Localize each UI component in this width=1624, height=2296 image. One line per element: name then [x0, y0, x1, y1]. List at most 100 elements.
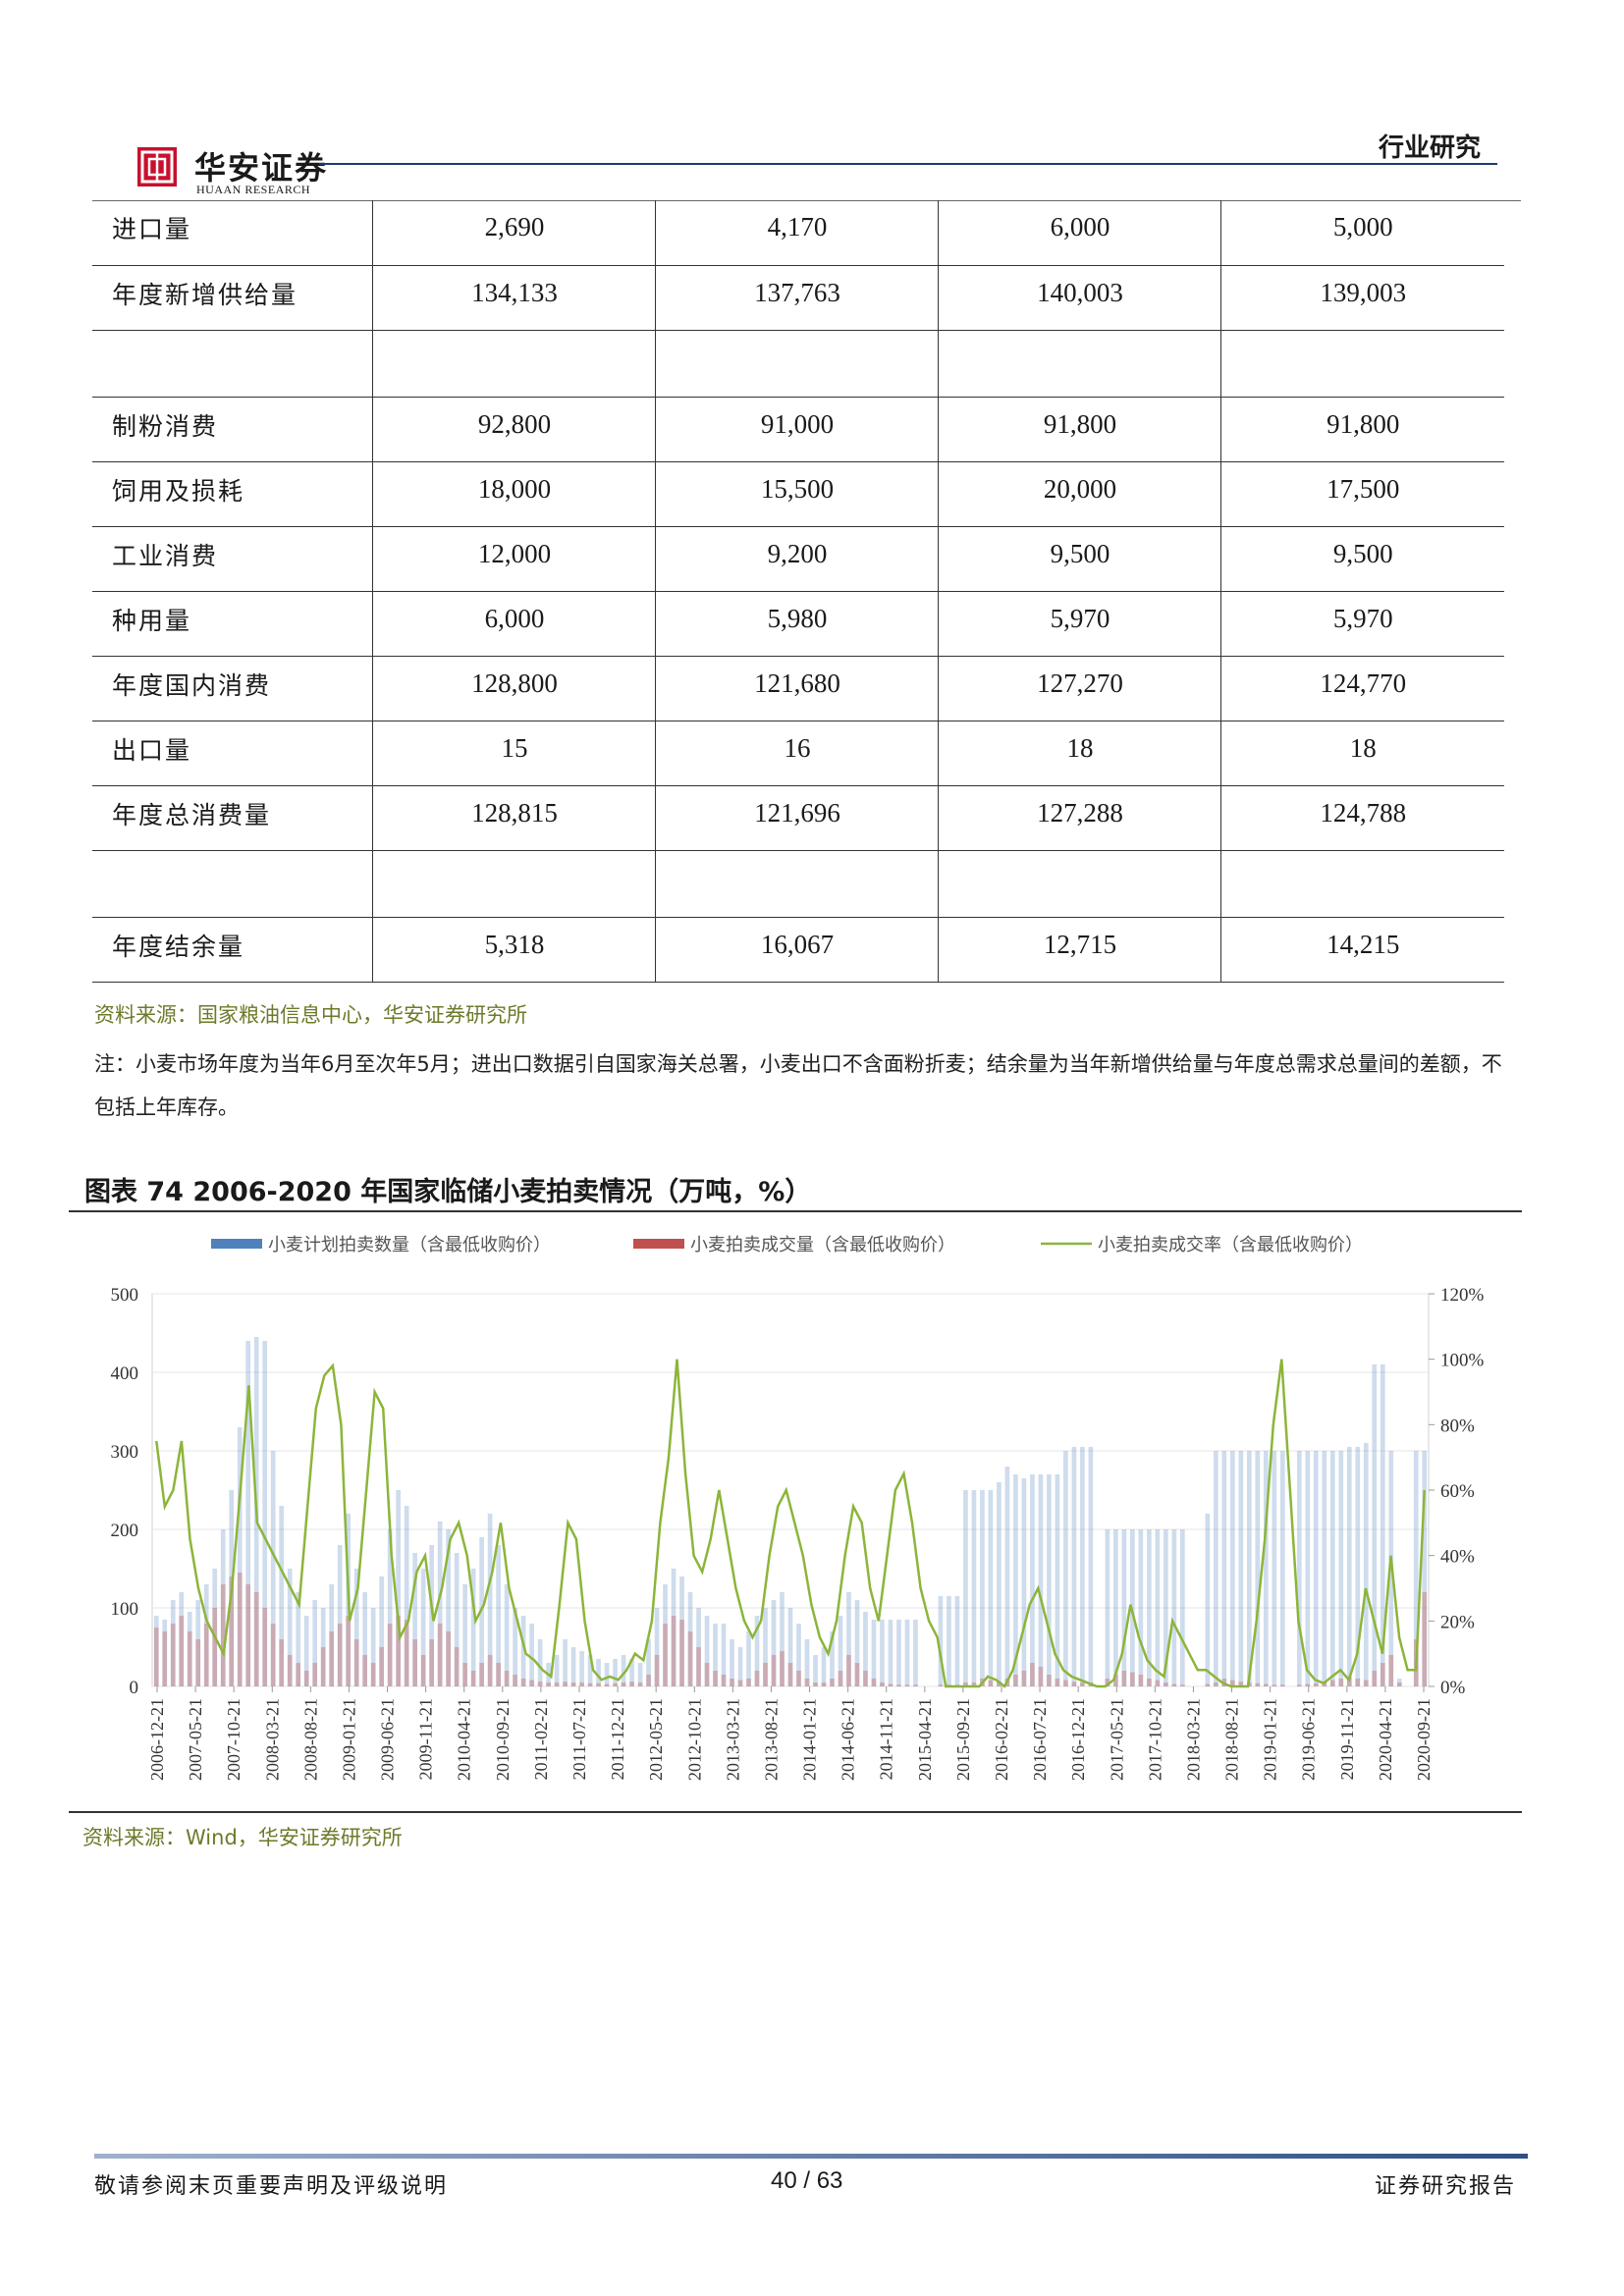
planned-bar — [1322, 1451, 1327, 1686]
figure-source: 资料来源：Wind，华安证券研究所 — [82, 1826, 403, 1849]
planned-bar — [771, 1600, 777, 1686]
planned-bar — [1121, 1529, 1127, 1686]
traded-bar — [780, 1651, 785, 1686]
planned-bar — [1080, 1447, 1085, 1686]
row-label: 进口量 — [92, 200, 373, 266]
planned-bar — [1355, 1447, 1361, 1686]
planned-bar — [1221, 1451, 1227, 1686]
right-tick-label: 80% — [1440, 1415, 1475, 1436]
planned-bar — [187, 1612, 192, 1686]
planned-bar — [1088, 1447, 1094, 1686]
planned-bar — [838, 1616, 843, 1686]
section-label: 行业研究 — [1378, 133, 1481, 163]
row-label: 年度结余量 — [92, 917, 373, 983]
right-tick-label: 20% — [1440, 1612, 1475, 1632]
left-tick-label: 400 — [111, 1363, 139, 1384]
traded-bar — [938, 1684, 944, 1686]
planned-bar — [1329, 1451, 1335, 1686]
planned-bar — [1171, 1529, 1177, 1686]
planned-bar — [997, 1482, 1001, 1686]
x-tick-label: 2008-08-21 — [300, 1698, 320, 1781]
traded-bar — [454, 1647, 460, 1686]
page-number: 40 / 63 — [771, 2167, 843, 2194]
x-axis: 2006-12-21 2007-05-21 2007-10-21 2008-03-21… — [147, 1686, 1434, 1781]
row-value: 20,000 — [938, 461, 1221, 527]
row-value: 5,970 — [1220, 591, 1504, 657]
table-row: 出口量 15 16 18 18 — [92, 721, 1504, 786]
planned-bar — [237, 1427, 243, 1686]
row-label: 年度国内消费 — [92, 656, 373, 721]
planned-bar — [1055, 1474, 1060, 1686]
traded-bar — [1213, 1682, 1218, 1686]
traded-bar — [1305, 1683, 1311, 1686]
planned-bar — [312, 1600, 318, 1686]
row-label: 年度新增供给量 — [92, 265, 373, 331]
planned-bar — [980, 1490, 985, 1686]
planned-bar — [696, 1608, 701, 1686]
traded-bar — [462, 1663, 467, 1686]
row-value: 5,970 — [938, 591, 1221, 657]
traded-bar — [787, 1663, 793, 1686]
row-value: 2,690 — [372, 200, 656, 266]
x-tick-label: 2012-05-21 — [646, 1698, 666, 1781]
report-type: 证券研究报告 — [1374, 2174, 1516, 2199]
row-value: 15,500 — [655, 461, 939, 527]
traded-bar — [245, 1584, 251, 1686]
planned-bar — [880, 1620, 885, 1686]
traded-bar — [1279, 1684, 1285, 1686]
traded-bar — [203, 1624, 209, 1686]
traded-bar — [329, 1631, 335, 1686]
traded-bar — [1030, 1663, 1035, 1686]
planned-bar — [1004, 1467, 1010, 1686]
row-value: 17,500 — [1220, 461, 1504, 527]
traded-bar — [838, 1671, 843, 1686]
traded-bar — [796, 1671, 801, 1686]
planned-bar — [713, 1624, 718, 1686]
planned-bar — [579, 1651, 584, 1686]
traded-bar — [153, 1628, 159, 1686]
planned-bar — [787, 1608, 793, 1686]
row-value — [372, 330, 656, 398]
x-tick-label: 2017-05-21 — [1107, 1698, 1126, 1781]
traded-bar — [1238, 1682, 1244, 1686]
traded-bar — [1071, 1682, 1077, 1686]
planned-bar — [245, 1341, 251, 1686]
planned-bar — [337, 1545, 343, 1686]
planned-bar — [654, 1608, 660, 1686]
x-tick-label: 2015-09-21 — [953, 1698, 973, 1781]
traded-bar — [320, 1647, 326, 1686]
planned-bar — [513, 1608, 517, 1686]
planned-bar — [721, 1624, 727, 1686]
right-tick-label: 60% — [1440, 1481, 1475, 1502]
planned-bar — [1296, 1451, 1302, 1686]
traded-bar — [312, 1663, 318, 1686]
planned-bar — [663, 1584, 668, 1686]
row-label: 出口量 — [92, 721, 373, 786]
planned-bar — [1396, 1679, 1402, 1686]
planned-bar — [1346, 1447, 1352, 1686]
row-value: 91,000 — [655, 397, 939, 462]
traded-bar — [1147, 1679, 1152, 1686]
x-tick-label: 2012-10-21 — [684, 1698, 704, 1781]
legend-label: 小麦拍卖成交量（含最低收购价） — [690, 1235, 955, 1255]
traded-bar — [396, 1616, 401, 1686]
x-tick-label: 2014-01-21 — [800, 1698, 820, 1781]
planned-bar — [446, 1529, 451, 1686]
planned-bar — [954, 1596, 960, 1686]
traded-bar — [279, 1639, 285, 1686]
x-tick-label: 2019-01-21 — [1261, 1698, 1280, 1781]
planned-bar — [821, 1647, 827, 1686]
planned-bar — [679, 1576, 684, 1686]
traded-bar — [846, 1655, 851, 1686]
row-value: 127,288 — [938, 785, 1221, 851]
brand-subtitle: HUAAN RESEARCH — [196, 183, 311, 196]
traded-bar — [754, 1671, 760, 1686]
planned-bar — [971, 1490, 977, 1686]
traded-bar — [713, 1671, 718, 1686]
traded-bar — [237, 1573, 243, 1686]
traded-bar — [621, 1682, 626, 1686]
planned-bar — [537, 1639, 543, 1686]
traded-bar — [170, 1624, 176, 1686]
planned-bar — [320, 1608, 326, 1686]
traded-bar — [229, 1576, 235, 1686]
